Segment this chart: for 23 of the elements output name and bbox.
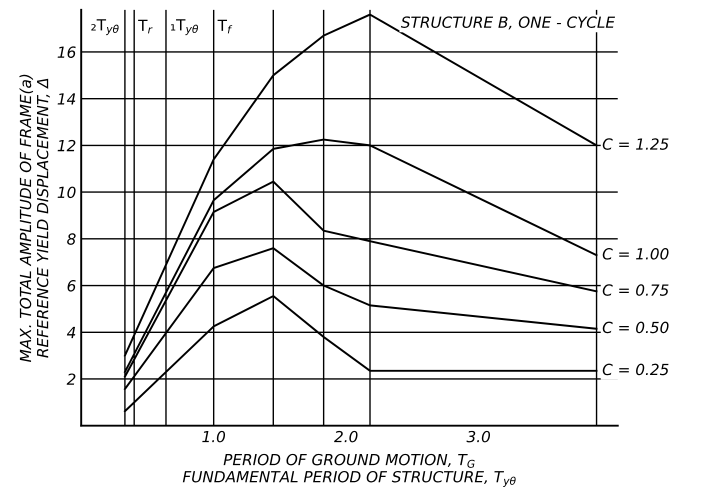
ref-line-label: T$_{r}$: [138, 20, 153, 34]
y-tick-label: 10: [58, 186, 76, 198]
y-tick-label: 12: [58, 140, 76, 152]
series-label: C = 0.50: [602, 322, 669, 334]
y-tick-label: 8: [67, 233, 76, 245]
y-tick-label: 4: [66, 326, 76, 338]
x-tick-label: 3.0: [466, 430, 490, 442]
x-tick-label: 2.0: [334, 430, 358, 442]
series-label: C = 0.25: [602, 364, 668, 376]
series-label: C = 1.00: [602, 248, 669, 260]
y-tick-label: 2: [66, 373, 76, 385]
annotation: STRUCTURE B, ONE - CYCLE: [400, 16, 616, 30]
series-label: C = 1.25: [602, 138, 668, 150]
ref-line-label: T$_{f}$: [218, 20, 232, 34]
x-tick-label: 1.0: [202, 430, 226, 442]
x-axis-title: PERIOD OF GROUND MOTION, T$_{G}$ FUNDAMENTAL PERIOD OF STRUCTURE, T$_{yθ}$: [182, 454, 516, 488]
y-tick-label: 6: [68, 280, 76, 292]
y-tick-label: 16: [58, 46, 76, 58]
y-tick-label: 14: [58, 93, 76, 104]
ref-line-label: ₁T$_{yθ}$: [170, 19, 198, 36]
series-label: C = 0.75: [602, 284, 668, 296]
y-axis-title: MAX. TOTAL AMPLITUDE OF FRAME(a) REFERENCE YIELD DISPLACEMENT, Δ: [19, 74, 50, 362]
ref-line-label: ₂T$_{yθ}$: [91, 19, 119, 36]
